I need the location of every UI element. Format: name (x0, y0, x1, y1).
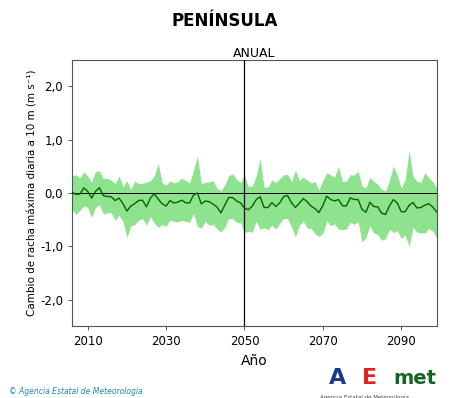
Text: E: E (362, 368, 378, 388)
Y-axis label: Cambio de racha máxima diaria a 10 m (m s⁻¹): Cambio de racha máxima diaria a 10 m (m … (27, 70, 37, 316)
Text: © Agencia Estatal de Meteorología: © Agencia Estatal de Meteorología (9, 387, 143, 396)
Text: PENÍNSULA: PENÍNSULA (172, 12, 278, 30)
X-axis label: Año: Año (241, 354, 268, 368)
Text: Agencia Estatal de Meteorología: Agencia Estatal de Meteorología (320, 394, 409, 398)
Title: ANUAL: ANUAL (233, 47, 275, 60)
Text: A: A (328, 368, 346, 388)
Text: met: met (394, 369, 437, 388)
